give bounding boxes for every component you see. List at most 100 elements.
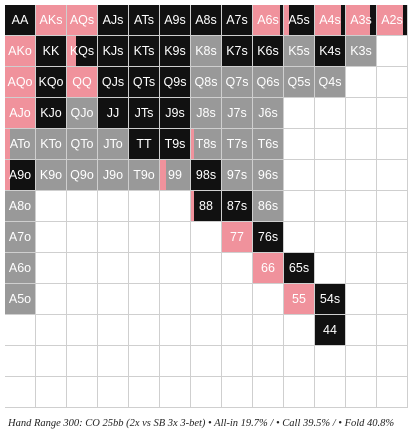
hand-cell-empty[interactable] (36, 346, 67, 377)
hand-cell-K8s[interactable]: K8s (191, 36, 222, 67)
hand-cell-empty[interactable] (160, 253, 191, 284)
hand-cell-QTo[interactable]: QTo (67, 129, 98, 160)
hand-cell-99[interactable]: 99 (160, 160, 191, 191)
hand-cell-empty[interactable] (191, 284, 222, 315)
hand-cell-empty[interactable] (315, 129, 346, 160)
hand-cell-KK[interactable]: KK (36, 36, 67, 67)
hand-cell-KQs[interactable]: KQs (67, 36, 98, 67)
hand-cell-empty[interactable] (36, 253, 67, 284)
hand-cell-empty[interactable] (346, 315, 377, 346)
hand-cell-empty[interactable] (36, 191, 67, 222)
hand-cell-QJo[interactable]: QJo (67, 98, 98, 129)
hand-cell-A6o[interactable]: A6o (5, 253, 36, 284)
hand-cell-empty[interactable] (160, 284, 191, 315)
hand-cell-T9s[interactable]: T9s (160, 129, 191, 160)
hand-cell-empty[interactable] (253, 315, 284, 346)
hand-cell-A4s[interactable]: A4s (315, 5, 346, 36)
hand-cell-K3s[interactable]: K3s (346, 36, 377, 67)
hand-cell-88[interactable]: 88 (191, 191, 222, 222)
hand-cell-empty[interactable] (67, 315, 98, 346)
hand-cell-empty[interactable] (67, 284, 98, 315)
hand-cell-A8s[interactable]: A8s (191, 5, 222, 36)
hand-cell-empty[interactable] (284, 191, 315, 222)
hand-cell-empty[interactable] (346, 284, 377, 315)
hand-cell-empty[interactable] (284, 129, 315, 160)
hand-cell-A8o[interactable]: A8o (5, 191, 36, 222)
hand-cell-A7o[interactable]: A7o (5, 222, 36, 253)
hand-cell-Q9o[interactable]: Q9o (67, 160, 98, 191)
hand-cell-Q9s[interactable]: Q9s (160, 67, 191, 98)
hand-cell-empty[interactable] (315, 191, 346, 222)
hand-cell-J7s[interactable]: J7s (222, 98, 253, 129)
hand-cell-empty[interactable] (191, 315, 222, 346)
hand-cell-empty[interactable] (129, 253, 160, 284)
hand-cell-A5s[interactable]: A5s (284, 5, 315, 36)
hand-cell-empty[interactable] (129, 191, 160, 222)
hand-cell-empty[interactable] (5, 315, 36, 346)
hand-cell-65s[interactable]: 65s (284, 253, 315, 284)
hand-cell-empty[interactable] (160, 315, 191, 346)
hand-cell-AJs[interactable]: AJs (98, 5, 129, 36)
hand-cell-empty[interactable] (191, 253, 222, 284)
hand-cell-empty[interactable] (222, 346, 253, 377)
hand-cell-empty[interactable] (253, 346, 284, 377)
hand-cell-87s[interactable]: 87s (222, 191, 253, 222)
hand-cell-AA[interactable]: AA (5, 5, 36, 36)
hand-cell-QTs[interactable]: QTs (129, 67, 160, 98)
hand-cell-empty[interactable] (191, 222, 222, 253)
hand-cell-empty[interactable] (98, 346, 129, 377)
hand-cell-empty[interactable] (98, 253, 129, 284)
hand-cell-empty[interactable] (129, 222, 160, 253)
hand-cell-TT[interactable]: TT (129, 129, 160, 160)
hand-cell-KTs[interactable]: KTs (129, 36, 160, 67)
hand-cell-A3s[interactable]: A3s (346, 5, 377, 36)
hand-cell-empty[interactable] (67, 346, 98, 377)
hand-cell-empty[interactable] (36, 222, 67, 253)
hand-cell-55[interactable]: 55 (284, 284, 315, 315)
hand-cell-T9o[interactable]: T9o (129, 160, 160, 191)
hand-cell-T8s[interactable]: T8s (191, 129, 222, 160)
hand-cell-A5o[interactable]: A5o (5, 284, 36, 315)
hand-cell-empty[interactable] (191, 346, 222, 377)
hand-cell-empty[interactable] (222, 284, 253, 315)
hand-cell-empty[interactable] (5, 346, 36, 377)
hand-cell-QQ[interactable]: QQ (67, 67, 98, 98)
hand-cell-empty[interactable] (129, 284, 160, 315)
hand-cell-KJs[interactable]: KJs (98, 36, 129, 67)
hand-cell-empty[interactable] (5, 377, 36, 408)
hand-cell-empty[interactable] (67, 222, 98, 253)
hand-cell-empty[interactable] (98, 284, 129, 315)
hand-cell-empty[interactable] (284, 377, 315, 408)
hand-cell-empty[interactable] (222, 377, 253, 408)
hand-cell-empty[interactable] (98, 191, 129, 222)
hand-cell-98s[interactable]: 98s (191, 160, 222, 191)
hand-cell-A7s[interactable]: A7s (222, 5, 253, 36)
hand-cell-54s[interactable]: 54s (315, 284, 346, 315)
hand-cell-ATo[interactable]: ATo (5, 129, 36, 160)
hand-cell-empty[interactable] (160, 346, 191, 377)
hand-cell-empty[interactable] (377, 191, 408, 222)
hand-cell-A6s[interactable]: A6s (253, 5, 284, 36)
hand-cell-empty[interactable] (377, 98, 408, 129)
hand-cell-empty[interactable] (36, 377, 67, 408)
hand-cell-empty[interactable] (377, 377, 408, 408)
hand-cell-KTo[interactable]: KTo (36, 129, 67, 160)
hand-cell-empty[interactable] (346, 222, 377, 253)
hand-cell-empty[interactable] (222, 253, 253, 284)
hand-cell-AQs[interactable]: AQs (67, 5, 98, 36)
hand-cell-AQo[interactable]: AQo (5, 67, 36, 98)
hand-cell-Q5s[interactable]: Q5s (284, 67, 315, 98)
hand-cell-empty[interactable] (315, 377, 346, 408)
hand-cell-86s[interactable]: 86s (253, 191, 284, 222)
hand-cell-A2s[interactable]: A2s (377, 5, 408, 36)
hand-cell-empty[interactable] (160, 222, 191, 253)
hand-cell-empty[interactable] (98, 315, 129, 346)
hand-cell-76s[interactable]: 76s (253, 222, 284, 253)
hand-cell-empty[interactable] (160, 377, 191, 408)
hand-cell-empty[interactable] (315, 346, 346, 377)
hand-cell-empty[interactable] (67, 377, 98, 408)
hand-cell-empty[interactable] (284, 346, 315, 377)
hand-cell-empty[interactable] (160, 191, 191, 222)
hand-cell-empty[interactable] (377, 160, 408, 191)
hand-cell-empty[interactable] (346, 129, 377, 160)
